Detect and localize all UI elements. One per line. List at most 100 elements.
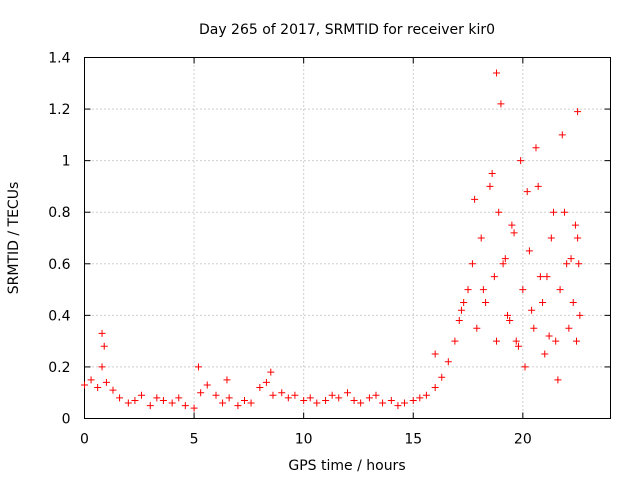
data-point [291, 391, 299, 399]
tick-labels: 0 5 10 15 20 0 0.2 0.4 0.6 0.8 1 1.2 1.4 [48, 51, 532, 448]
data-point [300, 396, 308, 404]
data-point [473, 324, 481, 332]
data-point [560, 208, 568, 216]
data-point [499, 260, 507, 268]
y-tick-label: 0 [62, 412, 71, 428]
data-point [558, 131, 566, 139]
data-point [240, 396, 248, 404]
data-point [109, 386, 117, 394]
data-point [525, 247, 533, 255]
data-point [519, 286, 527, 294]
data-point [571, 221, 579, 229]
data-point [490, 273, 498, 281]
data-point [306, 394, 314, 402]
data-point [460, 298, 468, 306]
x-tick-label: 10 [295, 432, 313, 448]
data-point [521, 363, 529, 371]
data-point [203, 381, 211, 389]
data-point [153, 394, 161, 402]
data-point [503, 311, 511, 319]
data-point [438, 373, 446, 381]
data-point [431, 350, 439, 358]
data-point [98, 363, 106, 371]
data-point [394, 402, 402, 410]
data-point [471, 195, 479, 203]
data-point [197, 389, 205, 397]
data-point [190, 404, 198, 412]
data-point [313, 399, 321, 407]
data-point [512, 337, 520, 345]
data-point [539, 298, 547, 306]
data-point [567, 255, 575, 263]
data-point [536, 273, 544, 281]
data-point [94, 384, 102, 392]
data-point [81, 381, 88, 389]
data-point [468, 260, 476, 268]
data-point [501, 255, 509, 263]
plot-frame [84, 57, 611, 419]
data-point [387, 396, 395, 404]
data-point [444, 358, 452, 366]
data-point [508, 221, 516, 229]
x-tick-label: 15 [404, 432, 422, 448]
data-point [284, 394, 292, 402]
data-point [554, 376, 562, 384]
y-tick-label: 0.8 [48, 205, 70, 221]
data-point [455, 317, 463, 325]
data-point [146, 402, 154, 410]
data-point [422, 391, 430, 399]
data-point [159, 396, 167, 404]
data-point [565, 324, 573, 332]
data-point [100, 342, 108, 350]
data-point [563, 260, 571, 268]
data-point [98, 329, 106, 337]
data-point [493, 69, 501, 77]
data-point [545, 332, 553, 340]
data-point [269, 391, 277, 399]
data-point [574, 234, 582, 242]
data-point [267, 368, 275, 376]
data-point [116, 394, 124, 402]
y-tick-label: 1 [62, 154, 71, 170]
data-point [482, 298, 490, 306]
x-axis-label: GPS time / hours [288, 458, 405, 474]
data-point [457, 306, 465, 314]
data-point [451, 337, 459, 345]
x-tick-label: 5 [190, 432, 199, 448]
data-point [344, 389, 351, 397]
data-point [256, 384, 264, 392]
data-point [102, 378, 110, 386]
y-axis-label: SRMTID / TECUs [6, 182, 22, 295]
data-point [576, 311, 584, 319]
data-point [400, 399, 408, 407]
data-point [517, 157, 525, 165]
data-point [350, 396, 358, 404]
data-point [479, 286, 487, 294]
data-point [234, 402, 242, 410]
data-point [488, 170, 496, 178]
data-point [87, 376, 95, 384]
data-point [569, 298, 577, 306]
data-point [510, 229, 518, 237]
data-point [262, 378, 270, 386]
y-tick-label: 0.4 [48, 308, 70, 324]
data-point [575, 260, 583, 268]
data-point [506, 317, 514, 325]
axis-ticks [84, 57, 611, 419]
data-point [223, 376, 231, 384]
data-point [541, 350, 549, 358]
data-point [495, 208, 503, 216]
data-point [194, 363, 202, 371]
y-tick-label: 0.2 [48, 360, 70, 376]
data-point [137, 391, 145, 399]
y-tick-label: 0.6 [48, 257, 70, 273]
data-point [528, 306, 536, 314]
data-point [225, 394, 233, 402]
data-point [523, 188, 531, 196]
data-point [372, 391, 380, 399]
data-point [550, 208, 558, 216]
data-point [168, 399, 176, 407]
chart-title: Day 265 of 2017, SRMTID for receiver kir… [199, 22, 495, 38]
